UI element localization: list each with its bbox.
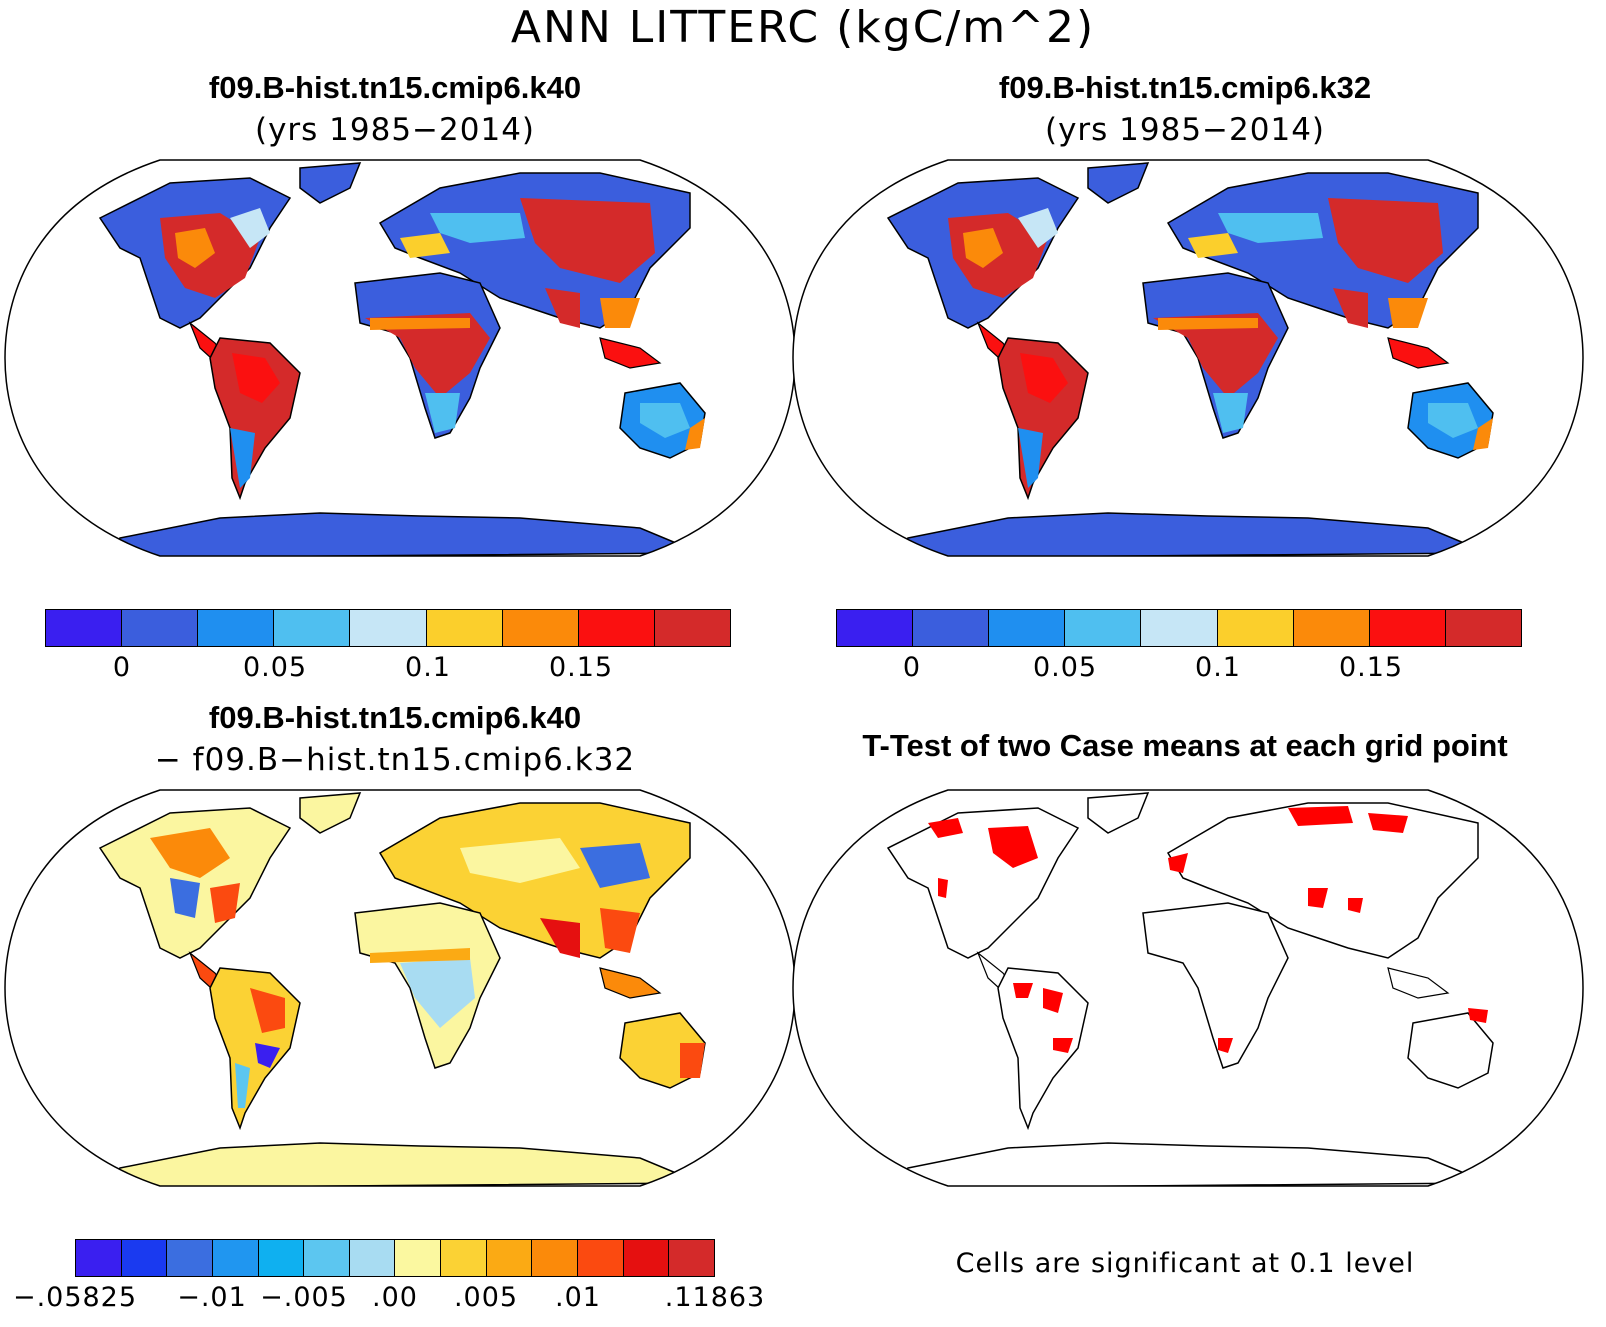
colorbar-swatch — [989, 610, 1066, 646]
colorbar-swatch — [46, 610, 123, 646]
colorbar-tick-label: .01 — [555, 1282, 601, 1313]
colorbar-tick-label: .00 — [372, 1282, 418, 1313]
colorbar-tick-label: 0 — [902, 652, 922, 683]
colorbar-swatch — [837, 610, 914, 646]
colorbar-tick-label: −.01 — [177, 1282, 247, 1313]
significance-note: Cells are significant at 0.1 level — [955, 1248, 1415, 1279]
colorbar-swatch — [274, 610, 351, 646]
colorbar-difference — [75, 1239, 715, 1277]
colorbar-swatch — [1065, 610, 1142, 646]
colorbar-tick-label: 0.1 — [405, 652, 451, 683]
map-ttest — [792, 789, 1584, 1187]
panel-title-bottom-right: T-Test of two Case means at each grid po… — [862, 728, 1508, 763]
colorbar-tick-label: 0.15 — [1338, 652, 1404, 683]
colorbar-tick-label: 0.05 — [1032, 652, 1098, 683]
colorbar-swatch — [395, 1240, 442, 1276]
south-america — [209, 337, 301, 501]
colorbar-swatch — [1141, 610, 1218, 646]
colorbar-swatch — [1369, 610, 1446, 646]
panel-title-top-right: f09.B-hist.tn15.cmip6.k32 — [998, 70, 1372, 105]
panel-title-top-left: f09.B-hist.tn15.cmip6.k40 — [208, 70, 582, 105]
colorbar-tick-label: .11863 — [664, 1282, 766, 1313]
figure-title: ANN LITTERC (kgC/m^2) — [510, 2, 1096, 53]
colorbar-swatch — [258, 1240, 305, 1276]
colorbar-tick-label: −.005 — [260, 1282, 348, 1313]
colorbar-tick-label: 0.1 — [1195, 652, 1241, 683]
map-mean-k32 — [792, 159, 1584, 557]
colorbar-mean-left — [45, 609, 731, 647]
colorbar-swatch — [350, 610, 427, 646]
colorbar-swatch — [654, 610, 730, 646]
colorbar-swatch — [578, 610, 655, 646]
colorbar-tick-label: −.05825 — [12, 1282, 138, 1313]
colorbar-swatch — [623, 1240, 670, 1276]
greenland — [299, 162, 362, 204]
colorbar-tick-label: 0 — [112, 652, 132, 683]
colorbar-tick-label: 0.15 — [548, 652, 614, 683]
colorbar-swatch — [502, 610, 579, 646]
map-difference — [4, 789, 796, 1187]
colorbar-swatch — [578, 1240, 624, 1276]
colorbar-swatch — [76, 1240, 122, 1276]
colorbar-swatch — [212, 1240, 259, 1276]
panel-subtitle-bottom-left: − f09.B−hist.tn15.cmip6.k32 — [154, 742, 636, 778]
panel-title-bottom-left: f09.B-hist.tn15.cmip6.k40 — [208, 700, 582, 735]
colorbar-tick-label: 0.05 — [242, 652, 308, 683]
colorbar-tick-label: .005 — [453, 1282, 519, 1313]
colorbar-swatch — [486, 1240, 533, 1276]
colorbar-swatch — [349, 1240, 396, 1276]
colorbar-swatch — [121, 1240, 168, 1276]
colorbar-swatch — [426, 610, 503, 646]
colorbar-swatch — [1217, 610, 1294, 646]
panel-subtitle-top-left: (yrs 1985−2014) — [254, 112, 536, 148]
colorbar-swatch — [122, 610, 199, 646]
colorbar-swatch — [167, 1240, 213, 1276]
map-mean-k40 — [4, 159, 796, 557]
colorbar-swatch — [669, 1240, 714, 1276]
colorbar-swatch — [913, 610, 990, 646]
colorbar-swatch — [1445, 610, 1521, 646]
colorbar-swatch — [532, 1240, 579, 1276]
panel-subtitle-top-right: (yrs 1985−2014) — [1044, 112, 1326, 148]
colorbar-mean-right — [836, 609, 1522, 647]
colorbar-swatch — [441, 1240, 487, 1276]
colorbar-swatch — [304, 1240, 350, 1276]
antarctica — [98, 512, 701, 556]
colorbar-swatch — [1293, 610, 1370, 646]
colorbar-swatch — [198, 610, 275, 646]
